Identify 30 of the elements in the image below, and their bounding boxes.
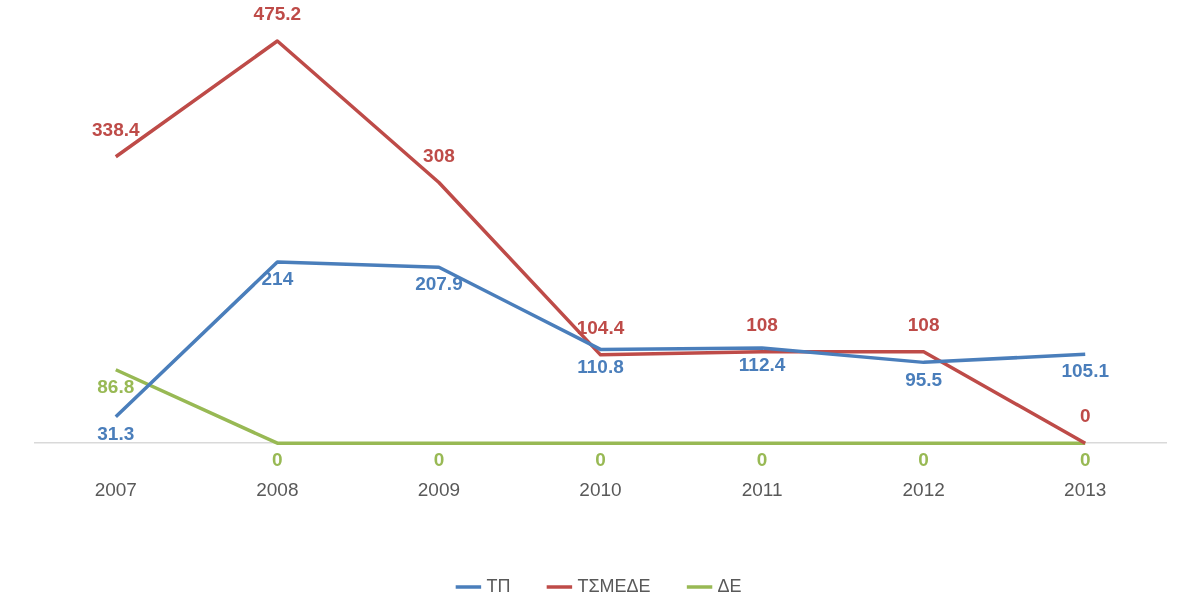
data-label: 207.9 [415,273,463,295]
data-label: 95.5 [905,368,943,390]
data-label: 0 [1079,405,1091,427]
legend-label: ΔΕ [717,575,742,596]
data-label: 31.3 [97,422,135,444]
x-tick-label: 2012 [902,478,945,500]
x-tick-label: 2009 [417,478,461,500]
data-label: 108 [746,314,778,336]
data-label: 110.8 [577,355,624,377]
data-label: 475.2 [253,3,302,25]
data-label: 0 [433,449,445,471]
x-tick-label: 2010 [579,478,622,500]
legend-label: ΤΣΜΕΔΕ [577,575,651,596]
x-tick-label: 2011 [741,478,783,500]
x-tick-label: 2007 [94,478,137,500]
data-label: 0 [756,449,768,471]
data-label: 105.1 [1061,360,1110,382]
data-label: 104.4 [576,317,625,339]
data-label: 338.4 [92,119,140,141]
data-label: 112.4 [738,354,786,376]
data-label: 0 [918,449,929,471]
x-tick-label: 2008 [256,478,299,500]
data-label: 108 [907,314,940,336]
data-label: 308 [423,144,455,166]
data-label: 0 [1079,449,1091,471]
data-label: 86.8 [97,375,135,397]
data-label: 0 [595,449,606,471]
legend-label: ΤΠ [486,575,511,596]
data-label: 0 [272,449,283,471]
x-tick-label: 2013 [1064,478,1107,500]
